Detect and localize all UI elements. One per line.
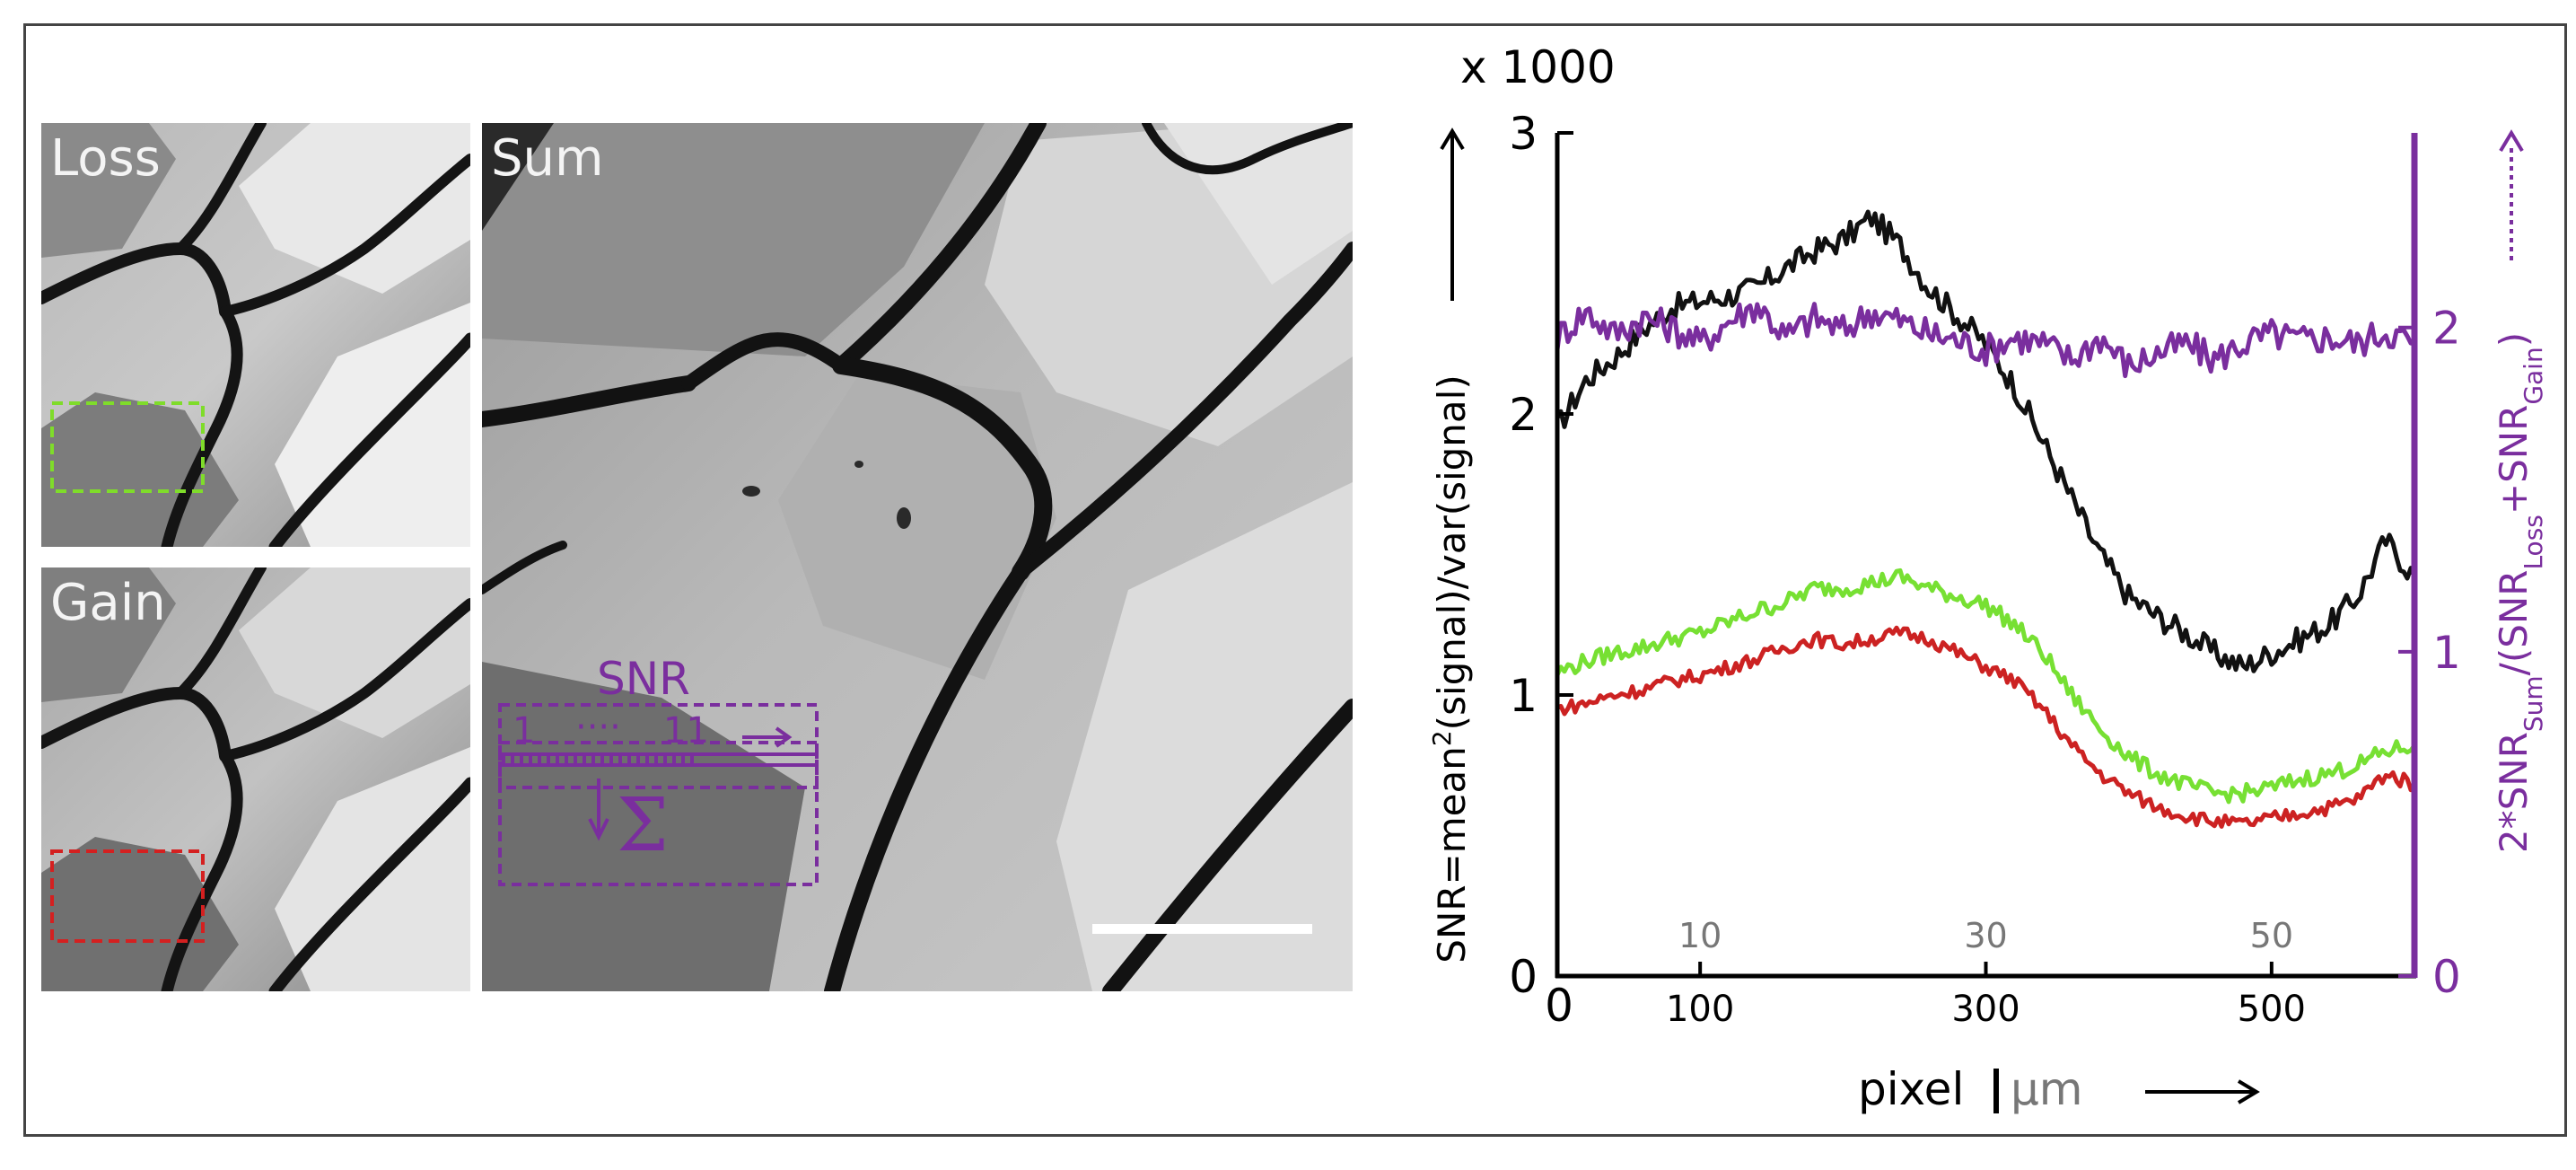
y-tick-label: 3 <box>1509 108 1538 160</box>
sum-panel: Sum SNR 1 ···· 11 Σ <box>482 123 1353 991</box>
y-tick-label: 0 <box>1509 951 1538 1003</box>
snr-title: SNR <box>597 653 690 705</box>
y2-axis-label: 2*SNRSum/(SNRLoss+SNRGain) <box>2492 332 2548 853</box>
series-line-loss <box>1555 567 2417 805</box>
series-line-2-snr-sum-snr-loss-snr-gain <box>1555 302 2415 379</box>
gain-image <box>41 567 470 991</box>
x-tick-label-pixel: 10 <box>1678 916 1722 955</box>
x-tick-label-pixel: 30 <box>1964 916 2007 955</box>
loss-image <box>41 123 470 547</box>
x-tick-label-um: 500 <box>2238 989 2306 1030</box>
loss-panel: Loss <box>41 123 470 547</box>
y-tick-label: 1 <box>1509 670 1538 722</box>
y-tick-label: 2 <box>1509 389 1538 441</box>
gain-label: Gain <box>50 574 166 632</box>
sigma-symbol: Σ <box>617 783 669 868</box>
x-tick-label-um: 100 <box>1666 989 1734 1030</box>
sum-image <box>482 123 1353 991</box>
y-multiplier-label: x 1000 <box>1460 41 1616 93</box>
loss-label: Loss <box>50 129 161 188</box>
x-label-um: µm <box>2011 1063 2083 1115</box>
x-tick-label-um: 300 <box>1951 989 2020 1030</box>
gain-panel: Gain <box>41 567 470 991</box>
x-tick-label-um: 0 <box>1545 980 1573 1032</box>
snr-index-start: 1 <box>513 710 536 752</box>
snr-index-end: 11 <box>663 710 709 752</box>
series-line-gain <box>1556 625 2417 829</box>
y-arrow-head <box>1440 128 1465 151</box>
y2-tick-label: 1 <box>2432 627 2461 679</box>
y2-tick-label: 0 <box>2432 951 2461 1003</box>
scale-bar <box>1092 924 1312 934</box>
y2-tick-label: 2 <box>2432 303 2461 355</box>
y-axis-label: SNR=mean2(signal)/var(signal) <box>1427 374 1475 963</box>
sum-label: Sum <box>491 129 604 188</box>
x-label-pixel: pixel <box>1858 1063 1964 1115</box>
x-tick-label-pixel: 50 <box>2250 916 2293 955</box>
y2-arrow-head <box>2499 129 2524 153</box>
x-arrow-head <box>2237 1079 2260 1104</box>
snr-index-dots: ···· <box>575 707 621 748</box>
